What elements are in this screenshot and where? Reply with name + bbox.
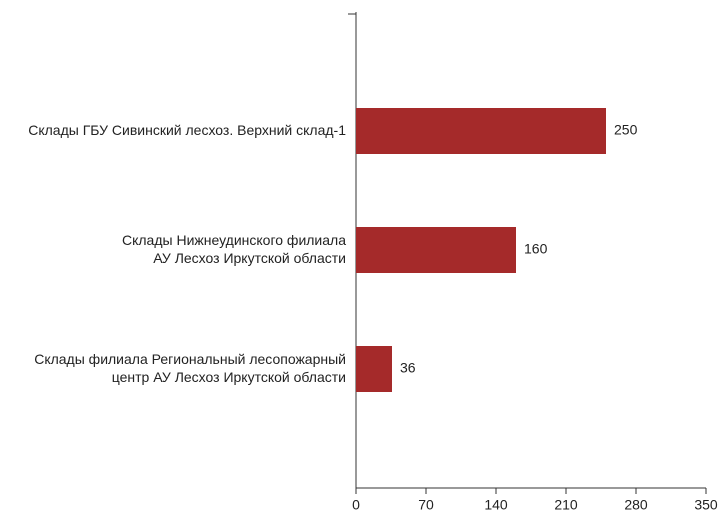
value-label: 250 bbox=[614, 122, 638, 138]
x-tick-label: 210 bbox=[554, 497, 578, 512]
bar bbox=[356, 108, 606, 154]
value-label: 160 bbox=[524, 241, 548, 257]
x-tick-label: 350 bbox=[694, 497, 718, 512]
y-tick-label: Склады филиала Региональный лесопожарный… bbox=[34, 351, 346, 385]
x-tick-label: 280 bbox=[624, 497, 648, 512]
y-tick-label: Склады Нижнеудинского филиала АУ Лесхоз И… bbox=[122, 232, 346, 266]
x-tick-label: 140 bbox=[484, 497, 508, 512]
x-tick-label: 0 bbox=[352, 497, 360, 512]
y-tick-label: Склады ГБУ Сивинский лесхоз. Верхний скл… bbox=[28, 122, 346, 138]
bar bbox=[356, 346, 392, 392]
x-tick-label: 70 bbox=[418, 497, 434, 512]
value-label: 36 bbox=[400, 360, 416, 376]
bar bbox=[356, 227, 516, 273]
